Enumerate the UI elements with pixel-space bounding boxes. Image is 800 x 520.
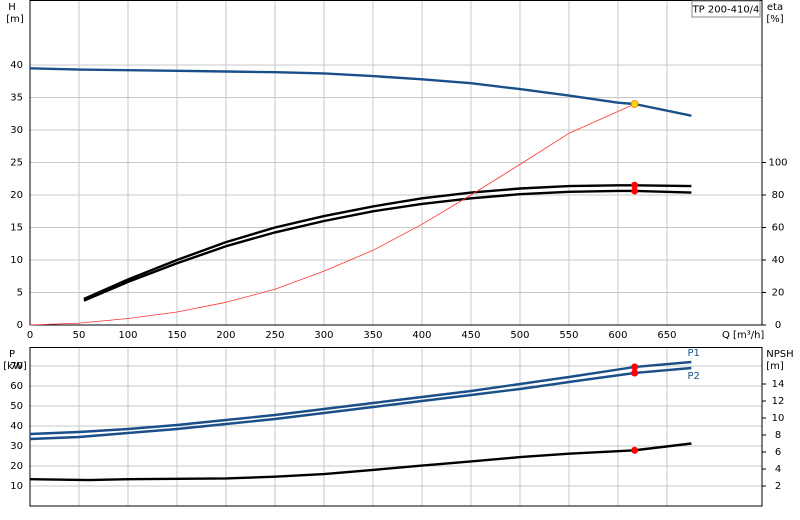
y2-axis-label: NPSH	[766, 349, 793, 360]
x-tick-label: 50	[73, 330, 86, 341]
operating-point	[631, 363, 639, 371]
series-line	[83, 189, 692, 302]
x-tick-label: 600	[608, 330, 627, 341]
x-tick-label: 200	[216, 330, 235, 341]
model-box	[691, 0, 761, 18]
y2-tick-label: 10	[772, 413, 785, 424]
x-tick-label: 500	[510, 330, 529, 341]
x-tick-label: 350	[363, 330, 382, 341]
y-tick-label: 20	[10, 461, 23, 472]
y-tick-label: 0	[17, 320, 23, 331]
series-label: P2	[687, 371, 699, 382]
series-line	[29, 360, 692, 436]
x-tick-label: 550	[559, 330, 578, 341]
y2-axis-unit: [%]	[766, 14, 783, 25]
y-tick-label: 30	[10, 125, 23, 136]
y2-tick-label: 80	[772, 190, 785, 201]
y-tick-label: 10	[10, 255, 23, 266]
series-label: P1	[687, 348, 699, 359]
series-line	[29, 366, 692, 441]
operating-point	[631, 369, 639, 377]
x-tick-label: 0	[27, 330, 33, 341]
x-tick-label: 150	[167, 330, 186, 341]
x-tick-label: 300	[314, 330, 333, 341]
x-tick-label: 650	[657, 330, 676, 341]
y-axis-label: P	[9, 349, 15, 360]
y-axis-unit: [m]	[6, 14, 24, 25]
y-tick-label: 35	[10, 93, 23, 104]
y2-tick-label: 20	[772, 288, 785, 299]
y-tick-label: 70	[10, 361, 23, 372]
y2-tick-label: 0	[775, 320, 781, 331]
y2-tick-label: 8	[775, 430, 781, 441]
x-tick-label: 100	[118, 330, 137, 341]
y-tick-label: 40	[10, 60, 23, 71]
y2-tick-label: 60	[772, 223, 785, 234]
y2-tick-label: 6	[775, 447, 781, 458]
y2-tick-label: 100	[768, 158, 787, 169]
y-axis-label: H	[8, 2, 16, 13]
plot-border	[29, 0, 763, 326]
y2-axis-unit: [m]	[766, 361, 784, 372]
operating-point	[631, 446, 639, 454]
y-tick-label: 10	[10, 481, 23, 492]
x-tick-label: 400	[412, 330, 431, 341]
y-tick-label: 40	[10, 421, 23, 432]
y-tick-label: 30	[10, 441, 23, 452]
y2-tick-label: 14	[772, 379, 785, 390]
y-tick-label: 60	[10, 381, 23, 392]
operating-point	[630, 100, 639, 108]
series-line	[29, 67, 692, 117]
y2-tick-label: 2	[775, 481, 781, 492]
series-line	[83, 184, 692, 301]
x-tick-label: 250	[265, 330, 284, 341]
y2-tick-label: 4	[775, 464, 781, 475]
series-line	[29, 103, 635, 326]
series-line	[29, 442, 692, 482]
y-axis-unit: [kW]	[3, 361, 27, 372]
x-tick-label: 450	[461, 330, 480, 341]
y2-tick-label: 40	[772, 255, 785, 266]
y-tick-label: 25	[10, 158, 23, 169]
y-tick-label: 15	[10, 223, 23, 234]
plot-border	[29, 347, 763, 507]
operating-point	[631, 181, 639, 189]
x-axis-label: Q [m³/h]	[722, 330, 764, 341]
operating-point	[631, 187, 639, 195]
y-tick-label: 50	[10, 401, 23, 412]
y2-axis-label: eta	[767, 2, 783, 13]
y-tick-label: 20	[10, 190, 23, 201]
model-label: TP 200-410/4	[692, 5, 760, 16]
y2-tick-label: 12	[772, 396, 785, 407]
y-tick-label: 5	[17, 288, 23, 299]
